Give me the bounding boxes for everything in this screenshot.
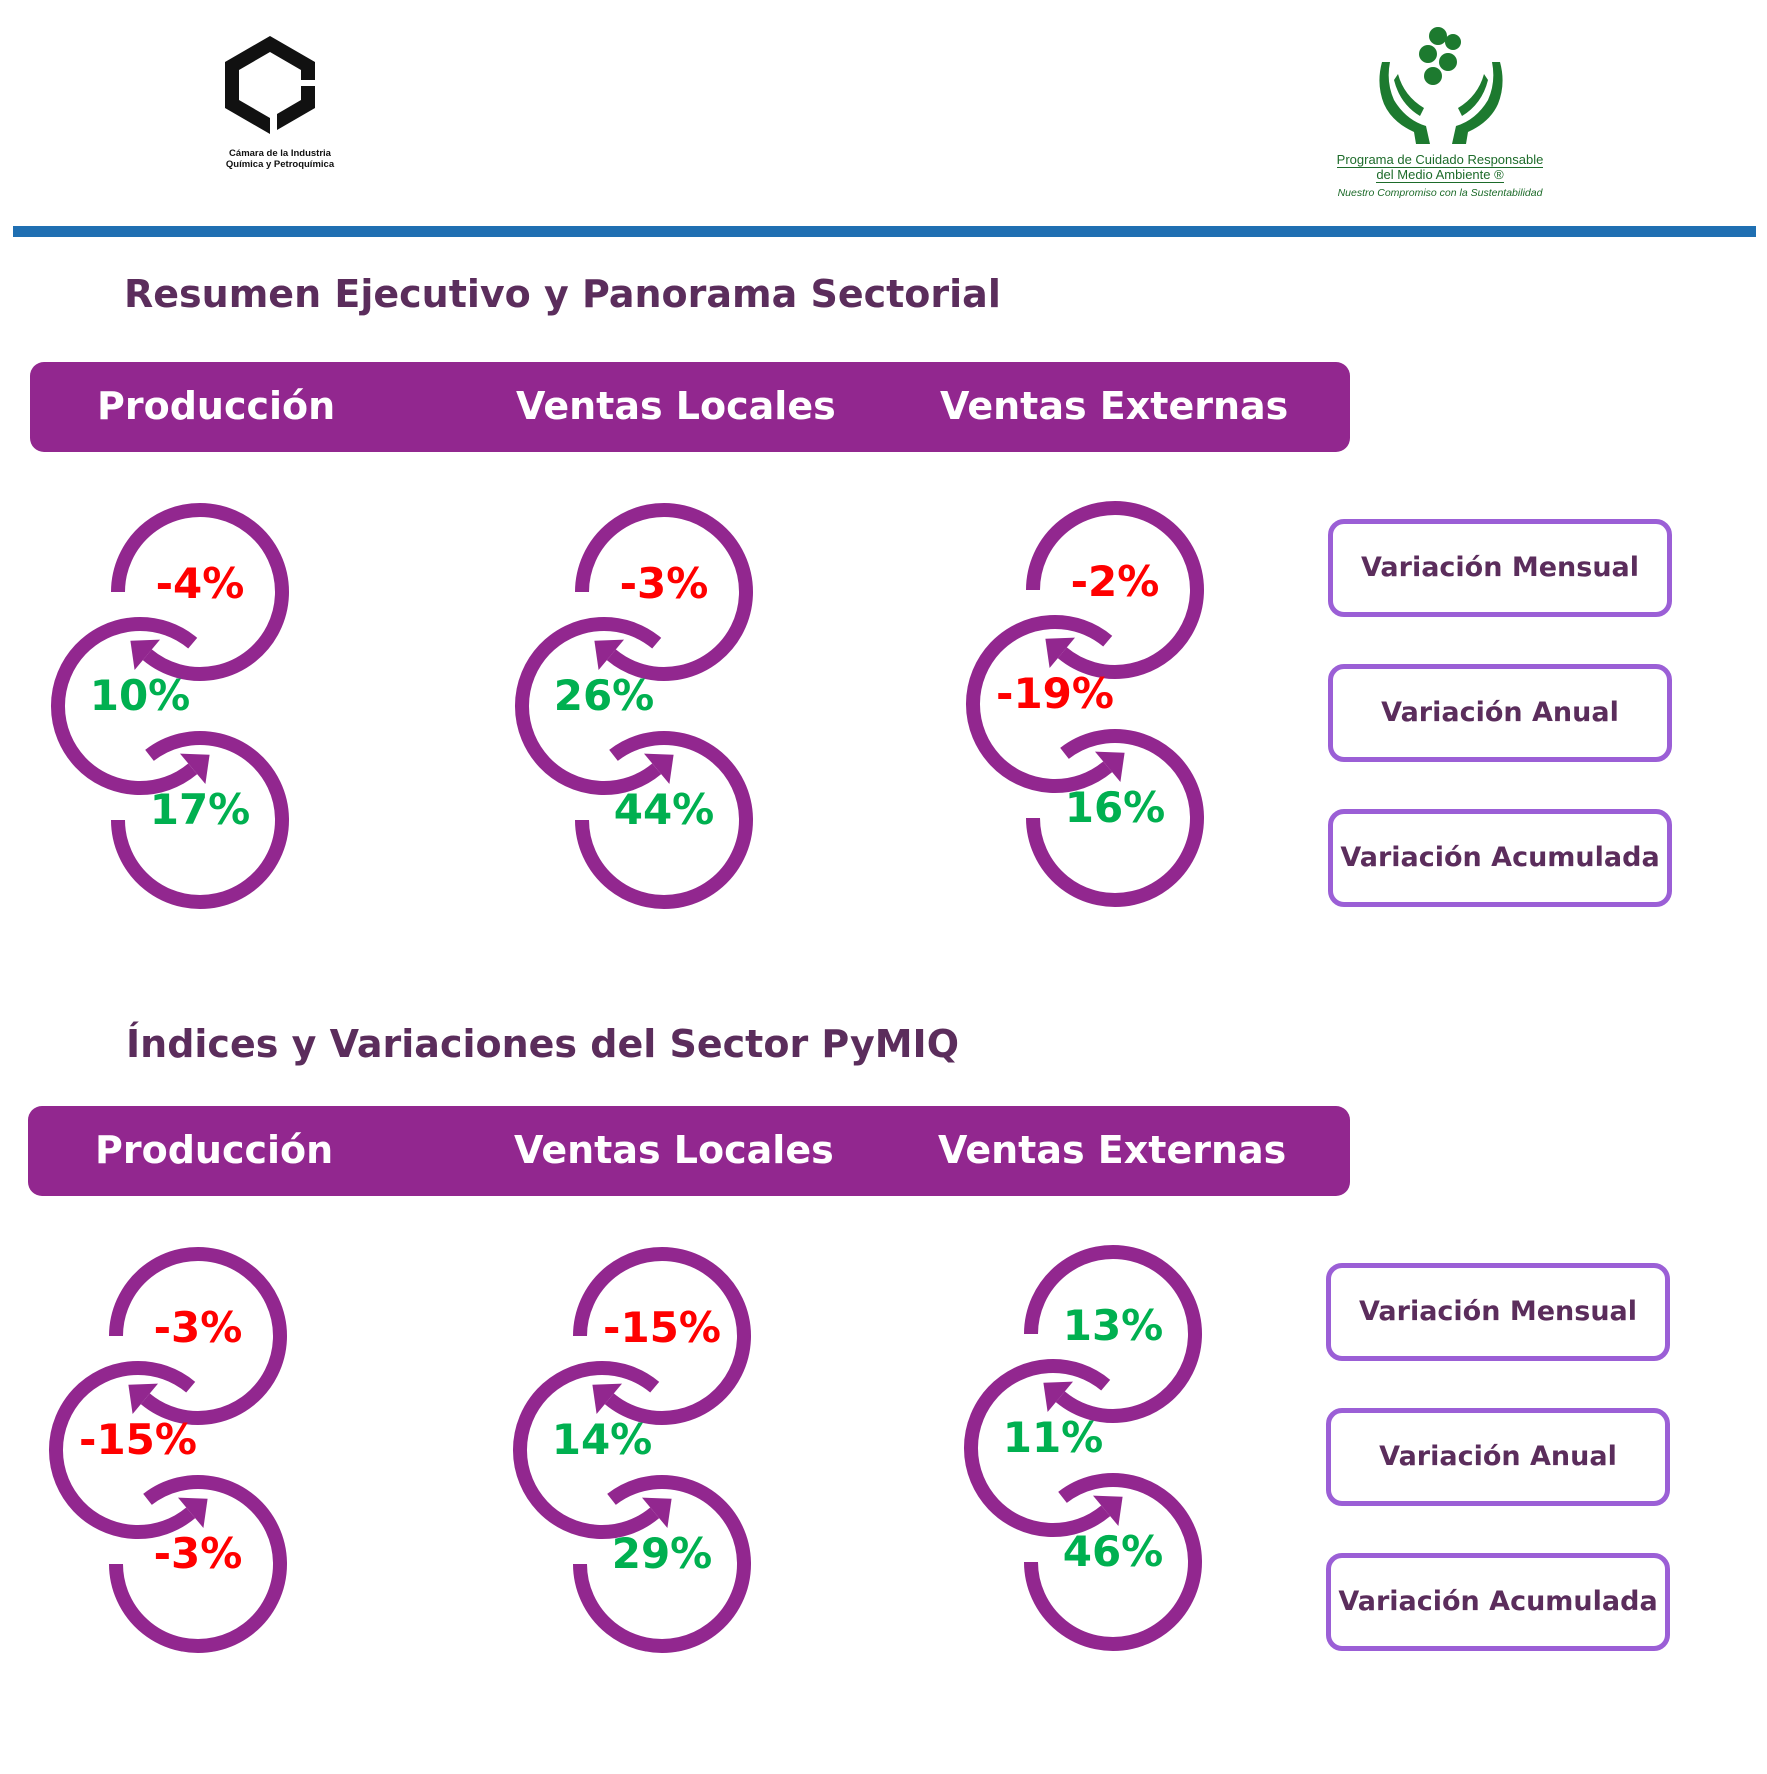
variacion-mensual-value: -15% bbox=[603, 1303, 721, 1352]
cycle-arrowhead-mensual bbox=[594, 639, 624, 670]
header-ventas-externas: Ventas Externas bbox=[940, 384, 1289, 428]
cycle-arc-acumulada bbox=[575, 731, 753, 909]
cycle-arc-mensual bbox=[573, 1246, 751, 1425]
camara-caption-line1: Cámara de la Industria bbox=[229, 148, 331, 159]
cycle-arrowhead-anual bbox=[178, 1497, 208, 1528]
camara-caption-line2: Química y Petroquímica bbox=[225, 159, 335, 170]
header-ventas-locales: Ventas Locales bbox=[516, 384, 836, 428]
legend-variacion-anual: Variación Anual bbox=[1328, 664, 1672, 762]
cuidado-caption-line1: Programa de Cuidado Responsable bbox=[1336, 152, 1544, 168]
variacion-mensual-value: -4% bbox=[155, 559, 245, 608]
variacion-acumulada-value: -3% bbox=[153, 1529, 243, 1578]
legend-label: Variación Anual bbox=[1379, 1441, 1617, 1472]
variacion-anual-value: -15% bbox=[79, 1415, 197, 1464]
cycle-arrowhead-mensual bbox=[592, 1383, 622, 1414]
legend-label: Variación Acumulada bbox=[1338, 1586, 1658, 1617]
variation-cycle-group: -3% -15% -3% bbox=[46, 1244, 306, 1684]
metrics-header-banner bbox=[28, 1106, 1350, 1196]
variation-cycle-group: -4% 10% 17% bbox=[48, 500, 308, 940]
cycle-arrowhead-anual bbox=[1095, 751, 1125, 782]
legend-variacion-mensual: Variación Mensual bbox=[1328, 519, 1672, 617]
cycle-arc-acumulada bbox=[1024, 1473, 1202, 1651]
header-produccion: Producción bbox=[95, 1128, 334, 1172]
cycle-arc-acumulada bbox=[573, 1475, 751, 1653]
camara-logo: Cámara de la Industria Química y Petroqu… bbox=[215, 30, 345, 180]
legend-variacion-anual: Variación Anual bbox=[1326, 1408, 1670, 1506]
cycle-arc-anual bbox=[965, 615, 1113, 793]
variacion-anual-value: 14% bbox=[551, 1415, 653, 1464]
variacion-anual-value: 10% bbox=[89, 671, 191, 720]
camara-logo-icon bbox=[225, 36, 315, 134]
variation-cycle-group: 13% 11% 46% bbox=[961, 1242, 1221, 1682]
cycle-arrows-graphic bbox=[50, 502, 289, 909]
variation-cycle-group: -3% 26% 44% bbox=[512, 500, 772, 940]
cycle-arc-anual bbox=[50, 617, 198, 795]
cycle-arc-mensual bbox=[111, 502, 289, 681]
cycle-arrows-graphic bbox=[963, 1244, 1202, 1651]
variacion-acumulada-value: 44% bbox=[613, 785, 715, 834]
cycle-arc-acumulada bbox=[109, 1475, 287, 1653]
cycle-arc-anual bbox=[963, 1359, 1111, 1537]
legend-variacion-acumulada: Variación Acumulada bbox=[1328, 809, 1672, 907]
variacion-acumulada-value: 17% bbox=[149, 785, 251, 834]
cycle-arrowhead-anual bbox=[1093, 1495, 1123, 1526]
legend-variacion-mensual: Variación Mensual bbox=[1326, 1263, 1670, 1361]
variation-cycle-group: -2% -19% 16% bbox=[963, 498, 1223, 938]
cycle-arrowhead-mensual bbox=[128, 1383, 158, 1414]
cycle-arc-acumulada bbox=[1026, 729, 1204, 907]
variacion-mensual-value: -3% bbox=[153, 1303, 243, 1352]
cycle-arrows-graphic bbox=[965, 500, 1204, 907]
legend-label: Variación Mensual bbox=[1358, 1296, 1638, 1327]
cycle-arrows-graphic bbox=[514, 502, 753, 909]
legend-variacion-acumulada: Variación Acumulada bbox=[1326, 1553, 1670, 1651]
legend-label: Variación Acumulada bbox=[1340, 842, 1660, 873]
variacion-anual-value: -19% bbox=[996, 669, 1114, 718]
variacion-mensual-value: -2% bbox=[1070, 557, 1160, 606]
cycle-arc-anual bbox=[514, 617, 662, 795]
cycle-arc-mensual bbox=[109, 1246, 287, 1425]
cycle-arc-acumulada bbox=[111, 731, 289, 909]
cuidado-tagline: Nuestro Compromiso con la Sustentabilida… bbox=[1337, 187, 1543, 199]
variacion-anual-value: 26% bbox=[553, 671, 655, 720]
legend-label: Variación Anual bbox=[1381, 697, 1619, 728]
cycle-arc-mensual bbox=[575, 502, 753, 681]
cycle-arrowhead-mensual bbox=[1045, 637, 1075, 668]
cycle-arrowhead-anual bbox=[644, 753, 674, 784]
variacion-mensual-value: 13% bbox=[1062, 1301, 1164, 1350]
header-divider bbox=[13, 226, 1756, 237]
variacion-anual-value: 11% bbox=[1002, 1413, 1104, 1462]
cycle-arrowhead-mensual bbox=[130, 639, 160, 670]
header-ventas-externas: Ventas Externas bbox=[938, 1128, 1287, 1172]
section-title-resumen: Resumen Ejecutivo y Panorama Sectorial bbox=[124, 272, 1001, 316]
header-produccion: Producción bbox=[97, 384, 336, 428]
variacion-mensual-value: -3% bbox=[619, 559, 709, 608]
cycle-arrowhead-anual bbox=[180, 753, 210, 784]
legend-label: Variación Mensual bbox=[1360, 552, 1640, 583]
cycle-arc-mensual bbox=[1024, 1244, 1202, 1423]
metrics-header-banner bbox=[30, 362, 1350, 452]
hands-leaves-icon bbox=[1379, 27, 1503, 144]
variation-cycle-group: -15% 14% 29% bbox=[510, 1244, 770, 1684]
section-title-indices: Índices y Variaciones del Sector PyMIQ bbox=[126, 1022, 959, 1066]
cycle-arc-anual bbox=[512, 1361, 660, 1539]
cuidado-responsable-logo: Programa de Cuidado Responsable del Medi… bbox=[1320, 22, 1560, 212]
variacion-acumulada-value: 29% bbox=[611, 1529, 713, 1578]
cycle-arrowhead-mensual bbox=[1043, 1381, 1073, 1412]
cycle-arrows-graphic bbox=[48, 1246, 287, 1653]
cuidado-caption-line2: del Medio Ambiente ® bbox=[1376, 167, 1504, 183]
cycle-arc-anual bbox=[48, 1361, 196, 1539]
variacion-acumulada-value: 46% bbox=[1062, 1527, 1164, 1576]
header-ventas-locales: Ventas Locales bbox=[514, 1128, 834, 1172]
variacion-acumulada-value: 16% bbox=[1064, 783, 1166, 832]
cycle-arrowhead-anual bbox=[642, 1497, 672, 1528]
cycle-arrows-graphic bbox=[512, 1246, 751, 1653]
cycle-arc-mensual bbox=[1026, 500, 1204, 679]
